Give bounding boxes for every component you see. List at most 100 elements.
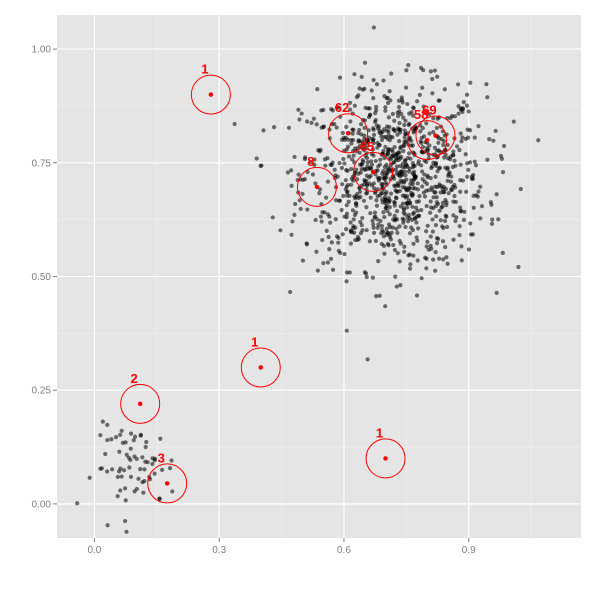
data-point: [451, 149, 456, 154]
data-point: [370, 136, 375, 142]
data-point: [437, 256, 442, 261]
data-point: [362, 125, 367, 131]
data-point: [371, 25, 376, 30]
data-point: [471, 205, 476, 210]
data-point: [387, 205, 392, 210]
data-point: [304, 119, 310, 124]
cluster-ring: [240, 347, 281, 388]
data-point: [371, 132, 377, 138]
data-point: [364, 178, 369, 184]
data-point: [410, 143, 415, 148]
data-point: [406, 63, 411, 68]
data-point: [402, 249, 407, 254]
data-point: [417, 92, 422, 97]
data-point: [361, 198, 367, 203]
data-point: [119, 428, 124, 433]
cluster-ring: [147, 463, 188, 504]
data-point: [457, 147, 462, 153]
data-point: [445, 156, 450, 161]
data-point: [386, 198, 391, 203]
data-point: [349, 141, 354, 146]
data-point: [289, 232, 294, 237]
data-point: [330, 160, 335, 165]
data-point: [466, 109, 471, 114]
data-point: [128, 446, 133, 451]
data-point: [390, 111, 395, 117]
data-point: [374, 82, 380, 87]
data-point: [434, 214, 439, 219]
data-point: [364, 146, 369, 151]
data-point: [420, 126, 425, 131]
data-point: [407, 121, 412, 126]
data-point: [417, 194, 422, 199]
data-point: [402, 122, 407, 128]
data-point: [435, 201, 441, 207]
data-point: [473, 163, 479, 168]
cluster-count-label: 65: [360, 139, 374, 154]
data-point: [391, 242, 396, 248]
data-point: [425, 223, 430, 228]
data-point: [366, 135, 372, 140]
data-point: [391, 127, 396, 132]
data-point: [433, 223, 439, 228]
data-point: [299, 111, 304, 116]
data-point: [318, 147, 323, 152]
data-point: [454, 215, 459, 220]
data-point: [511, 119, 516, 124]
data-point: [438, 218, 443, 223]
data-point: [379, 137, 385, 143]
data-point: [452, 158, 457, 163]
data-point: [459, 139, 464, 144]
data-point: [138, 432, 143, 437]
data-point: [371, 230, 377, 235]
data-point: [410, 204, 415, 209]
data-point: [339, 137, 345, 142]
data-point: [401, 143, 406, 149]
data-point: [360, 228, 365, 233]
data-point: [170, 489, 175, 494]
data-point: [420, 85, 425, 90]
data-point: [478, 216, 483, 221]
data-point: [334, 234, 340, 239]
cluster-center: [424, 137, 430, 143]
data-point: [305, 169, 310, 175]
data-point: [380, 129, 385, 134]
data-point: [366, 115, 372, 120]
data-point: [491, 138, 496, 143]
data-point: [478, 184, 483, 189]
data-point: [292, 154, 297, 160]
data-point: [431, 257, 436, 262]
data-point: [403, 224, 408, 230]
data-point: [433, 268, 438, 273]
data-point: [394, 189, 399, 194]
data-point: [440, 239, 446, 244]
data-point: [395, 230, 400, 235]
data-point: [347, 270, 352, 275]
data-point: [374, 198, 379, 203]
data-point: [131, 438, 136, 443]
data-point: [399, 97, 405, 103]
data-point: [449, 187, 455, 193]
data-point: [407, 136, 412, 141]
data-point: [254, 156, 259, 161]
data-point: [455, 82, 461, 87]
data-point: [430, 76, 435, 82]
data-point: [437, 166, 442, 171]
data-point: [431, 195, 436, 200]
data-point: [374, 104, 379, 109]
data-point: [394, 226, 399, 231]
cluster-ring: [296, 166, 337, 207]
data-point: [352, 194, 357, 199]
data-point: [494, 290, 499, 296]
data-point: [136, 476, 141, 481]
data-point: [487, 137, 492, 142]
data-point: [499, 156, 505, 161]
data-point: [383, 108, 388, 113]
data-point: [402, 139, 407, 144]
cluster-count-label: 1: [376, 425, 383, 440]
data-point: [300, 258, 306, 263]
data-point: [421, 67, 426, 73]
data-point: [364, 191, 369, 196]
data-point: [426, 147, 431, 152]
data-point: [409, 190, 414, 196]
